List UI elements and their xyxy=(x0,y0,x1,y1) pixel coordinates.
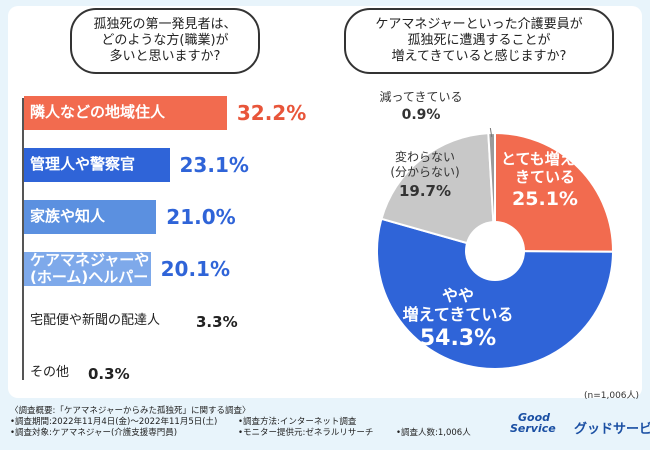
pie-label-line: やや xyxy=(441,286,474,305)
logo-mark-bottom: Service xyxy=(510,422,556,435)
bar-category-line: 家族や知人 xyxy=(30,207,106,225)
bar-category-line: 管理人や警察官 xyxy=(30,155,136,173)
bar-0 xyxy=(24,96,227,130)
pie-center-hole xyxy=(465,221,525,281)
footer-overview: 〈調査概要:「ケアマネジャーからみた孤独死」に関する調査〉 xyxy=(10,406,251,416)
bar-category-label: ケアマネジャーや (ホーム)ヘルパー xyxy=(30,252,149,286)
bar-value-label: 0.3% xyxy=(88,365,130,383)
pie-label-3: 減ってきている 0.9% xyxy=(362,90,480,123)
right-question-bubble: ケアマネジャーといった介護要員が 孤独死に遭遇することが 増えてきていると感じま… xyxy=(344,8,614,74)
bar-value-label: 32.2% xyxy=(236,101,307,125)
bar-value-label: 20.1% xyxy=(160,257,231,281)
bar-category-line: (ホーム)ヘルパー xyxy=(30,268,149,286)
pie-label-line: 増えてきている xyxy=(402,305,514,324)
bar-category-label: 管理人や警察官 xyxy=(30,156,135,173)
footer-method: •調査方法:インターネット調査 xyxy=(238,417,357,427)
bar-value-label: 21.0% xyxy=(166,205,236,229)
pie-chart-svg xyxy=(376,96,615,370)
right-question-line: 増えてきていると感じますか? xyxy=(391,49,567,64)
footer-target: •調査対象:ケアマネジャー(介護支援専門員) xyxy=(10,428,178,438)
pie-label-line: とても増えて xyxy=(500,150,590,168)
bar-category-line: 宅配便や新聞の配達人 xyxy=(30,313,161,328)
sample-size: (n=1,006人) xyxy=(584,391,640,401)
left-question-line: 孤独死の第一発見者は、 xyxy=(93,17,237,32)
pie-label-line: 変わらない xyxy=(394,150,455,164)
left-question-line: どのような方(職業)が xyxy=(101,33,229,48)
logo-mark-top: Good xyxy=(518,411,551,424)
bar-1 xyxy=(24,148,170,182)
pie-slice-1 xyxy=(376,217,615,370)
bar-category-line: ケアマネジャーや xyxy=(30,251,150,269)
bar-category-label: 宅配便や新聞の配達人 xyxy=(30,312,160,329)
footer-count: •調査人数:1,006人 xyxy=(396,428,471,438)
bar-category-line: その他 xyxy=(30,365,70,380)
pie-value-label: 19.7% xyxy=(398,182,452,200)
bar-category-line: 隣人などの地域住人 xyxy=(30,103,166,121)
bar-2 xyxy=(24,200,157,234)
logo-text: グッドサービス xyxy=(574,422,650,437)
bar-category-label: その他 xyxy=(30,364,69,381)
footer-period: •調査期間:2022年11月4日(金)〜2022年11月5日(土) xyxy=(10,417,218,427)
left-question-bubble: 孤独死の第一発見者は、 どのような方(職業)が 多いと思いますか? xyxy=(70,8,260,74)
bar-category-label: 隣人などの地域住人 xyxy=(30,104,165,121)
logo-mark: Good Service xyxy=(510,412,556,434)
footer-provider: •モニター提供元:ゼネラルリサーチ xyxy=(238,428,374,438)
pie-label-line: 減ってきている xyxy=(379,90,463,104)
bar-value-label: 3.3% xyxy=(196,313,238,331)
bar-3 xyxy=(24,252,151,286)
pie-slice-0 xyxy=(494,131,614,253)
pie-value-label: 54.3% xyxy=(419,326,497,351)
right-question-line: ケアマネジャーといった介護要員が xyxy=(375,17,583,32)
pie-label-1: やや 増えてきている 54.3% xyxy=(378,286,538,351)
pie-value-label: 0.9% xyxy=(401,107,441,123)
bar-category-label: 家族や知人 xyxy=(30,208,105,225)
pie-chart xyxy=(372,96,618,374)
pie-label-line: (分からない) xyxy=(390,165,460,179)
right-question-line: 孤独死に遭遇することが xyxy=(407,33,551,48)
bar-5 xyxy=(24,356,26,390)
bar-chart-axis xyxy=(22,98,24,380)
pie-slice-2 xyxy=(380,132,497,253)
pie-label-line: きている xyxy=(514,168,575,186)
bar-value-label: 23.1% xyxy=(179,153,249,177)
left-question-line: 多いと思いますか? xyxy=(109,49,221,64)
pie-label-0: とても増えて きている 25.1% xyxy=(486,150,604,210)
pie-value-label: 25.1% xyxy=(512,188,578,210)
pie-label-2: 変わらない (分からない) 19.7% xyxy=(366,150,484,200)
